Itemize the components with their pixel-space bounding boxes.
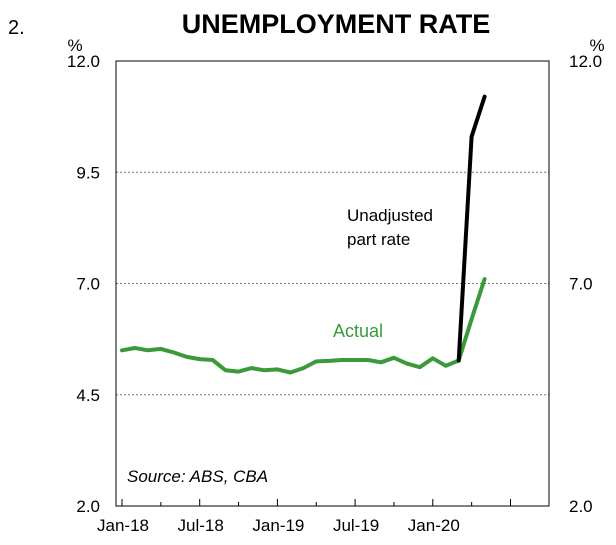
- y-unit-right: %: [589, 36, 604, 55]
- y-unit-left: %: [67, 36, 82, 55]
- series-line-unadjusted: [456, 94, 487, 363]
- gridlines: [116, 171, 549, 396]
- chart-title: UNEMPLOYMENT RATE: [182, 9, 491, 39]
- x-tick-label-3: Jul-19: [333, 516, 379, 535]
- x-tick-label-4: Jan-20: [408, 516, 460, 535]
- series-layer: [120, 94, 487, 375]
- y-tick-left-0: 2.0: [76, 497, 100, 516]
- series-line-actual: [120, 277, 487, 375]
- y-axis-left: 2.0 4.5 7.0 9.5 12.0: [67, 52, 100, 516]
- annotation-unadjusted-line1: Unadjusted: [347, 206, 433, 225]
- y-tick-right-1: 7.0: [569, 275, 593, 294]
- y-tick-right-2: 12.0: [569, 52, 602, 71]
- y-tick-left-4: 12.0: [67, 52, 100, 71]
- y-tick-right-0: 2.0: [569, 497, 593, 516]
- y-axis-right: 2.0 7.0 12.0: [569, 52, 602, 516]
- y-tick-left-1: 4.5: [76, 386, 100, 405]
- x-tick-label-2: Jan-19: [252, 516, 304, 535]
- x-tick-label-1: Jul-18: [178, 516, 224, 535]
- source-note: Source: ABS, CBA: [127, 467, 268, 486]
- x-axis: Jan-18 Jul-18 Jan-19 Jul-19 Jan-20: [97, 499, 511, 535]
- y-tick-left-2: 7.0: [76, 275, 100, 294]
- annotation-actual: Actual: [333, 321, 383, 341]
- y-tick-left-3: 9.5: [76, 163, 100, 182]
- figure-number: 2.: [8, 17, 25, 39]
- annotation-unadjusted-line2: part rate: [347, 230, 410, 249]
- plot-frame: [115, 60, 550, 507]
- x-tick-label-0: Jan-18: [97, 516, 149, 535]
